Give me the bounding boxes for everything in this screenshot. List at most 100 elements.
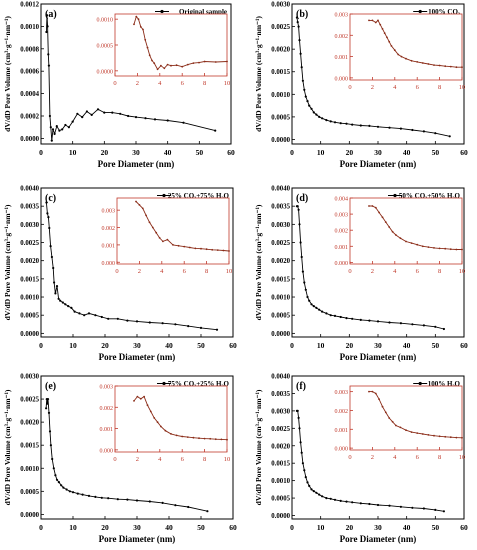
data-point [47, 64, 51, 67]
inset-chart: 0 2 4 6 8 10 0.000 0.001 0.002 0.003 [100, 385, 231, 464]
data-point [126, 319, 129, 322]
inset-data-point [405, 429, 407, 432]
y-tick-label: 0.0010 [20, 466, 39, 473]
inset-data-point [455, 248, 458, 251]
y-tick-label: 0.0025 [271, 240, 290, 247]
data-point [321, 310, 324, 313]
data-point [90, 113, 93, 116]
inset-data-point [405, 240, 407, 243]
inset-data-point [181, 435, 184, 438]
x-tick-label: 30 [133, 523, 141, 532]
inset-data-point [214, 61, 217, 63]
inset-y-tick-label: 0.003 [335, 13, 349, 19]
data-point [215, 328, 219, 331]
data-point [47, 53, 50, 56]
data-point [45, 30, 48, 34]
data-point [94, 495, 97, 498]
legend-marker [162, 193, 166, 198]
data-point [187, 325, 190, 328]
inset-data-point [444, 247, 447, 250]
x-tick-label: 0 [39, 148, 43, 157]
inset-y-tick-label: 0.003 [335, 390, 349, 396]
inset-data-point [388, 226, 391, 228]
inset-data-point [228, 250, 230, 252]
data-point [345, 317, 348, 320]
y-tick-label: 0.0040 [271, 186, 290, 193]
x-tick-label: 0 [39, 523, 43, 532]
inset-data-point [216, 249, 219, 252]
inset-y-tick-label: 0.002 [335, 409, 349, 415]
y-tick-label: 0.0000 [20, 512, 39, 519]
inset-data-point [133, 23, 135, 26]
data-point [81, 116, 84, 119]
inset-data-point [142, 28, 144, 31]
inset-data-point [368, 19, 370, 22]
data-point [55, 125, 58, 128]
data-point [318, 493, 321, 496]
inset-data-point [153, 417, 156, 419]
data-point [53, 132, 56, 135]
data-point [48, 430, 52, 433]
data-point [67, 126, 70, 129]
panel-d: 0 10 20 30 40 50 600.00000.00050.00100.00150.0… [254, 186, 468, 363]
y-tick-label: 0.0040 [271, 374, 290, 381]
data-point [47, 216, 50, 219]
inset-y-tick-label: 0.0005 [97, 44, 114, 50]
inset-x-tick-label: 4 [158, 456, 162, 463]
data-point [329, 314, 332, 317]
data-point [295, 16, 298, 19]
data-point [308, 299, 311, 302]
data-point [45, 201, 48, 204]
y-tick-label: 0.0040 [20, 186, 39, 193]
y-tick-label: 0.0000 [20, 331, 39, 338]
inset-data-point [438, 64, 441, 67]
data-point [174, 504, 177, 507]
data-point [61, 128, 64, 131]
inset-data-point [156, 421, 159, 424]
series-line [45, 202, 218, 331]
data-point [53, 281, 56, 284]
inset-data-point [449, 65, 452, 68]
data-point [59, 299, 62, 302]
inset-data-point [399, 426, 402, 429]
inset-axes-frame [349, 197, 463, 265]
y-axis-label: dV/dD Pore Volume (cm³·g⁻¹·nm⁻¹) [254, 389, 263, 505]
x-tick-label: 20 [346, 341, 354, 350]
x-tick-label: 60 [227, 148, 235, 157]
y-tick-label: 0.0010 [271, 478, 290, 485]
inset-x-tick-label: 10 [224, 456, 231, 463]
data-point [78, 312, 81, 315]
inset-data-point [166, 238, 169, 241]
inset-data-point [139, 26, 142, 28]
data-point [182, 121, 185, 124]
data-point [312, 490, 315, 493]
inset-data-point [427, 63, 430, 65]
data-point [325, 119, 328, 122]
inset-data-point [133, 400, 135, 402]
inset-x-tick-label: 6 [181, 456, 185, 463]
data-point [329, 497, 332, 500]
data-point [299, 241, 302, 244]
data-point [376, 503, 380, 507]
data-point [325, 312, 328, 315]
inset-data-point [384, 221, 387, 224]
inset-chart: 0 2 4 6 8 10 0.000 0.001 0.002 0.003 [102, 197, 232, 275]
inset-data-point [226, 438, 228, 441]
y-tick-label: 0.0025 [20, 397, 39, 404]
y-tick-label: 0.0030 [271, 222, 290, 229]
data-point [83, 314, 86, 317]
x-tick-label: 60 [460, 523, 468, 532]
inset-data-point [194, 247, 197, 250]
y-tick-label: 0.0025 [271, 426, 290, 433]
data-point [64, 303, 67, 306]
inset-data-point [444, 435, 447, 438]
y-axis-label: dV/dD Pore Volume (cm³·g⁻¹·nm⁻¹) [254, 16, 263, 132]
inset-data-point [192, 436, 195, 439]
x-tick-label: 20 [101, 523, 109, 532]
data-point [49, 126, 52, 129]
data-point [100, 496, 103, 499]
inset-data-point [374, 21, 377, 24]
inset-x-tick-label: 8 [205, 268, 208, 275]
y-tick-label: 0.0000 [271, 331, 290, 338]
inset-chart: 0 2 4 6 8 10 0.0000 0.0005 0.0010 [97, 13, 230, 87]
